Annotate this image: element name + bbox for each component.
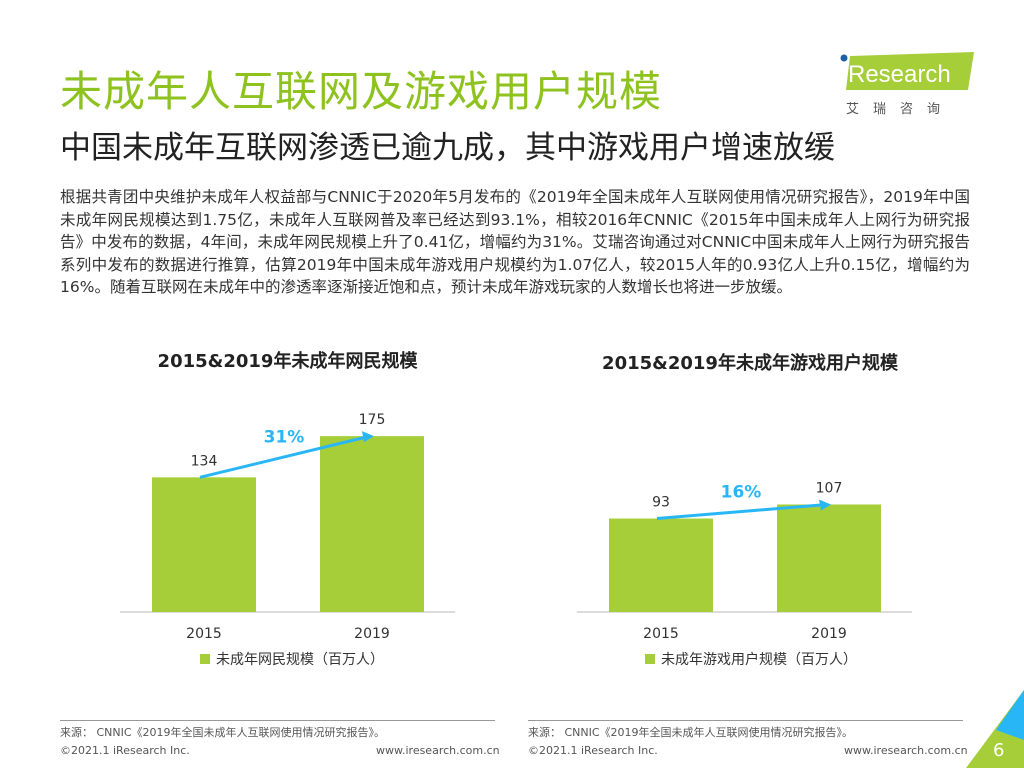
svg-text:Research: Research <box>848 61 951 88</box>
x-tick-label: 2019 <box>811 626 847 642</box>
growth-arrow <box>199 434 371 479</box>
growth-arrow <box>656 502 828 521</box>
legend-swatch <box>645 654 655 664</box>
bar <box>777 504 881 612</box>
website-link[interactable]: www.iresearch.com.cn <box>376 744 500 757</box>
website-link[interactable]: www.iresearch.com.cn <box>844 744 968 757</box>
legend-label: 未成年网民规模（百万人） <box>216 652 384 668</box>
iresearch-logo: Research <box>840 52 974 90</box>
page-title: 未成年人互联网及游戏用户规模 <box>60 67 663 116</box>
copyright: ©2021.1 iResearch Inc. <box>528 744 658 757</box>
copyright: ©2021.1 iResearch Inc. <box>60 744 190 757</box>
charts-svg: 134 2015 175 2019 31% 未成年网民规模（百万人） 93 2015 107 20… <box>120 412 912 668</box>
bar <box>609 518 713 612</box>
page-number: 6 <box>993 740 1005 761</box>
chart-title-1: 2015&2019年未成年网民规模 <box>157 351 418 372</box>
logo-cn-text: 艾瑞咨询 <box>846 102 955 117</box>
data-label: 93 <box>652 495 670 511</box>
source-note: 来源： CNNIC《2019年全国未成年人互联网使用情况研究报告》。 <box>528 726 854 739</box>
x-tick-label: 2019 <box>354 626 390 642</box>
legend-swatch <box>200 654 210 664</box>
data-label: 107 <box>816 480 843 496</box>
source-note: 来源： CNNIC《2019年全国未成年人互联网使用情况研究报告》。 <box>60 726 386 739</box>
legend-label: 未成年游戏用户规模（百万人） <box>661 651 857 668</box>
body-paragraph: 根据共青团中央维护未成年人权益部与CNNIC于2020年5月发布的《2019年全… <box>60 188 970 296</box>
x-tick-label: 2015 <box>186 626 222 642</box>
footer-divider <box>528 720 963 721</box>
chart-title-2: 2015&2019年未成年游戏用户规模 <box>602 353 898 374</box>
x-tick-label: 2015 <box>643 626 679 642</box>
data-label: 134 <box>191 453 218 469</box>
bar <box>152 477 256 612</box>
arrow-head <box>819 499 831 511</box>
arrow-head <box>362 431 374 443</box>
page-subtitle: 中国未成年互联网渗透已逾九成，其中游戏用户增速放缓 <box>60 130 835 166</box>
bar <box>320 436 424 612</box>
growth-label: 16% <box>721 483 762 503</box>
data-label: 175 <box>359 412 386 428</box>
corner-triangle-decoration <box>966 690 1024 768</box>
growth-label: 31% <box>264 428 305 448</box>
footer-divider <box>60 720 495 721</box>
